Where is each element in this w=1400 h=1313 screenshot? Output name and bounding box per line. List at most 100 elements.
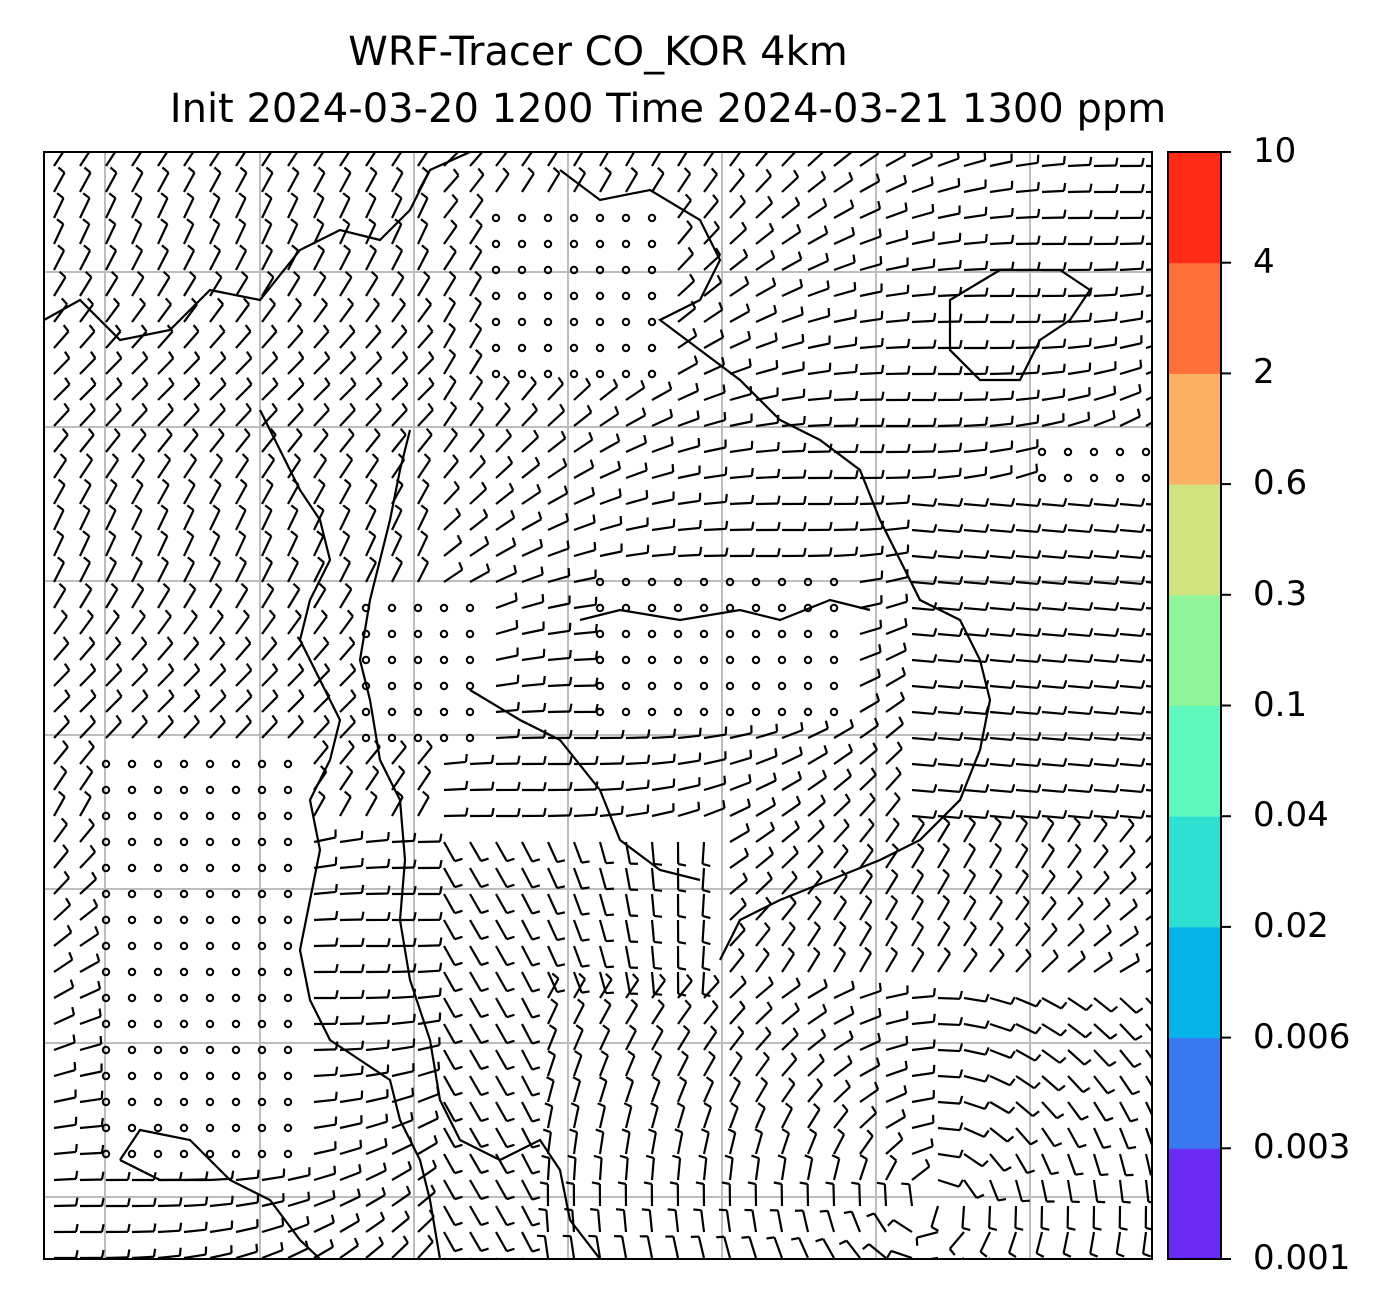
- wind-barb: [313, 561, 325, 583]
- wind-barb-flag: [342, 504, 351, 512]
- wind-barb: [235, 276, 249, 297]
- wind-barb-flag: [741, 1235, 750, 1239]
- wind-barb: [365, 771, 380, 791]
- wind-barb-flag: [958, 467, 962, 476]
- calm-circle: [179, 993, 189, 1003]
- wind-barb-flag: [502, 167, 510, 175]
- wind-barb: [755, 229, 774, 245]
- wind-barb-flag: [976, 1193, 985, 1199]
- wind-barb-flag: [1114, 209, 1119, 219]
- wind-barb: [131, 721, 148, 739]
- wind-barb-flag: [578, 166, 586, 174]
- wind-barb: [703, 336, 724, 349]
- wind-barb-flag: [880, 469, 885, 479]
- wind-barb: [807, 232, 828, 245]
- wind-barb-flag: [1114, 497, 1120, 507]
- wind-barb: [417, 535, 429, 557]
- wind-barb: [911, 1046, 934, 1052]
- calm-circle: [491, 213, 501, 223]
- wind-barb: [885, 874, 899, 895]
- wind-barb-flag: [692, 327, 698, 337]
- wind-barb-flag: [295, 427, 303, 436]
- wind-barb: [157, 223, 169, 245]
- wind-barb: [339, 695, 357, 713]
- calm-circle: [153, 1045, 163, 1055]
- wind-barb: [937, 658, 961, 664]
- wind-barb-flag: [1062, 235, 1067, 245]
- wind-barb: [1119, 1023, 1136, 1041]
- wind-barb: [833, 370, 857, 376]
- wind-barb: [547, 656, 571, 662]
- wind-barb-flag: [748, 774, 752, 783]
- calm-circle: [829, 655, 839, 665]
- wind-barb-flag: [507, 1275, 515, 1277]
- wind-barb: [911, 450, 935, 454]
- wind-barb-flag: [984, 1073, 990, 1083]
- calm-circle: [543, 291, 553, 301]
- wind-barb-flag: [1101, 843, 1109, 852]
- wind-barb: [701, 971, 706, 995]
- wind-barb-flag: [612, 378, 619, 387]
- wind-barb-flag: [822, 1003, 828, 1013]
- wind-barb-flag: [141, 714, 148, 723]
- wind-barb-flag: [711, 142, 717, 148]
- wind-barb: [339, 1146, 362, 1156]
- wind-barb: [1119, 850, 1136, 869]
- wind-barb: [781, 1058, 798, 1077]
- wind-barb: [235, 1176, 258, 1182]
- wind-barb-flag: [56, 504, 65, 512]
- wind-barb-flag: [1062, 155, 1066, 165]
- calm-circle: [283, 993, 293, 1003]
- wind-barb: [859, 749, 878, 765]
- wind-barb-flag: [1036, 523, 1042, 533]
- wind-barb: [495, 708, 519, 714]
- wind-barb-flag: [958, 497, 964, 507]
- wind-barb: [625, 441, 647, 454]
- wind-barb: [287, 669, 305, 687]
- wind-barb: [701, 919, 706, 943]
- wind-barb-flag: [598, 1076, 608, 1082]
- wind-barb: [948, 1231, 965, 1250]
- wind-barb-flag: [802, 521, 807, 531]
- calm-circle: [751, 577, 761, 587]
- wind-barb: [573, 813, 597, 818]
- wind-barb: [807, 342, 830, 350]
- wind-barb-flag: [958, 757, 964, 767]
- wind-barb: [391, 561, 403, 583]
- wind-barb-flag: [360, 937, 365, 947]
- wind-barb-flag: [476, 193, 484, 201]
- wind-barb: [209, 484, 222, 505]
- wind-barb: [339, 484, 352, 505]
- wind-barb: [339, 837, 362, 844]
- wind-barb-flag: [345, 453, 353, 461]
- wind-barb-flag: [386, 911, 391, 921]
- wind-barb: [1015, 710, 1039, 716]
- wind-barb: [833, 799, 851, 817]
- calm-circle: [751, 655, 761, 665]
- wind-barb: [53, 484, 66, 505]
- wind-barb: [1067, 684, 1091, 690]
- wind-barb: [885, 992, 908, 1000]
- wind-barb: [313, 197, 325, 219]
- wind-barb: [443, 1049, 456, 1070]
- wind-barb: [651, 735, 675, 740]
- wind-barb: [989, 422, 1012, 428]
- wind-barb-flag: [138, 142, 144, 148]
- wind-barb-flag: [1130, 1118, 1139, 1123]
- wind-barb: [546, 1029, 558, 1051]
- wind-barb: [624, 971, 632, 994]
- wind-barb-flag: [849, 199, 855, 208]
- wind-barb-flag: [1158, 846, 1162, 853]
- wind-barb-flag: [420, 530, 428, 537]
- wind-barb: [235, 642, 252, 661]
- wind-barb-flag: [623, 1102, 632, 1108]
- wind-barb-flag: [1114, 705, 1120, 715]
- calm-circle: [699, 603, 709, 613]
- wind-barb: [131, 330, 148, 349]
- wind-barb: [183, 197, 195, 219]
- wind-barb: [963, 684, 987, 690]
- wind-barb: [781, 395, 804, 402]
- wind-barb-flag: [1088, 705, 1094, 715]
- wind-barb-flag: [452, 168, 460, 177]
- wind-barb: [989, 954, 1005, 973]
